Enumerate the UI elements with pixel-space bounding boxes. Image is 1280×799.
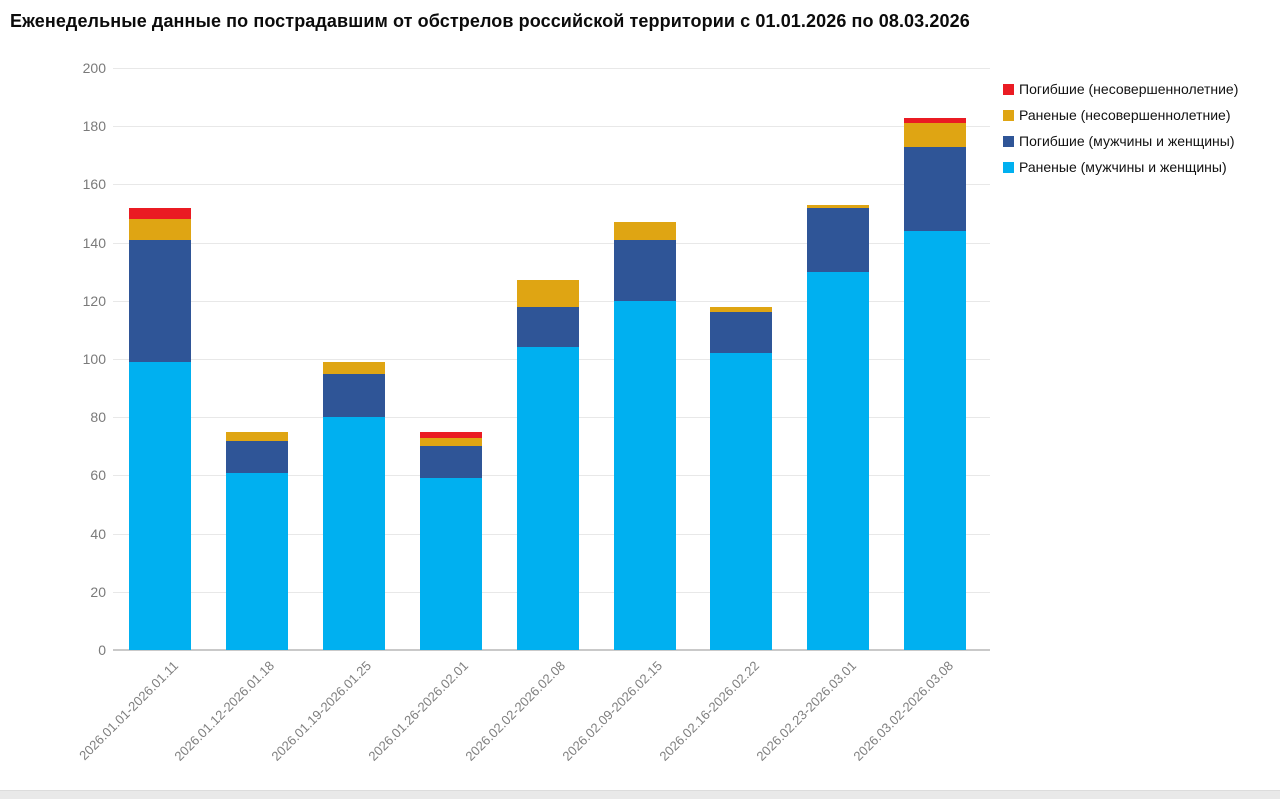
gridline bbox=[113, 184, 990, 186]
bar-segment bbox=[129, 361, 191, 650]
bar-segment bbox=[225, 431, 288, 441]
bar-segment bbox=[129, 239, 191, 362]
bottom-strip bbox=[0, 790, 1280, 799]
bar-segment bbox=[419, 446, 482, 479]
stacked-bar bbox=[613, 222, 676, 650]
y-tick-label: 100 bbox=[82, 351, 106, 367]
bar-segment bbox=[322, 373, 385, 418]
bar-segment bbox=[516, 347, 579, 650]
bar-segment bbox=[129, 219, 191, 240]
bar-segment bbox=[807, 204, 870, 208]
bar-segment bbox=[710, 312, 773, 354]
bar-segment bbox=[807, 271, 870, 650]
y-tick-label: 120 bbox=[82, 292, 106, 309]
stacked-bar bbox=[419, 431, 482, 650]
plot-area: 0 20 40 60 80 100 120 140 160 180 200 bbox=[83, 60, 990, 658]
x-tick-label: 2026.02.02-2026.02.08 bbox=[462, 658, 569, 764]
bar-segment bbox=[516, 306, 579, 348]
bar-segment bbox=[710, 306, 773, 313]
gridline bbox=[113, 68, 990, 69]
bar-segment bbox=[904, 230, 967, 650]
bar-segment bbox=[613, 239, 676, 301]
legend-label: Погибшие (несовершеннолетние) bbox=[1019, 81, 1239, 97]
gridline bbox=[113, 242, 990, 244]
x-tick-label: 2026.01.26-2026.02.01 bbox=[365, 658, 472, 764]
stacked-bar bbox=[516, 280, 579, 650]
bar-segment bbox=[613, 300, 676, 650]
stacked-bar bbox=[225, 431, 288, 650]
bar-segment bbox=[419, 437, 482, 447]
legend-item: Раненые (мужчины и женщины) bbox=[1003, 158, 1238, 176]
bar-segment bbox=[807, 207, 870, 272]
bar-segment bbox=[710, 353, 773, 650]
x-axis-line bbox=[113, 649, 990, 651]
bar-segment bbox=[322, 417, 385, 650]
stacked-bar bbox=[129, 207, 191, 650]
bar-segment bbox=[419, 431, 482, 438]
x-tick-label: 2026.02.09-2026.02.15 bbox=[559, 658, 666, 764]
legend-swatch-icon bbox=[1003, 161, 1014, 173]
legend-swatch-icon bbox=[1003, 109, 1014, 121]
stacked-bar bbox=[710, 306, 773, 650]
legend-label: Раненые (несовершеннолетние) bbox=[1019, 107, 1231, 123]
y-tick-label: 0 bbox=[98, 642, 106, 658]
x-tick-label: 2026.01.12-2026.01.18 bbox=[171, 658, 278, 764]
y-tick-label: 60 bbox=[90, 467, 106, 484]
legend-item: Раненые (несовершеннолетние) bbox=[1003, 106, 1238, 124]
legend-item: Погибшие (мужчины и женщины) bbox=[1003, 132, 1238, 150]
y-tick-label: 180 bbox=[82, 118, 106, 135]
bar-segment bbox=[225, 440, 288, 473]
bar-segment bbox=[904, 123, 967, 147]
bar-segment bbox=[419, 478, 482, 650]
bar-segment bbox=[904, 146, 967, 231]
legend-swatch-icon bbox=[1003, 135, 1014, 147]
bar-segment bbox=[516, 280, 579, 307]
y-tick-label: 40 bbox=[90, 525, 106, 542]
bar-segment bbox=[904, 117, 967, 124]
legend-label: Погибшие (мужчины и женщины) bbox=[1019, 133, 1235, 149]
bar-segment bbox=[322, 361, 385, 374]
x-tick-label: 2026.03.02-2026.03.08 bbox=[850, 658, 956, 764]
bar-segment bbox=[225, 472, 288, 650]
gridline bbox=[113, 126, 990, 128]
y-tick-label: 160 bbox=[82, 176, 106, 193]
stacked-bar bbox=[807, 204, 870, 650]
x-tick-label: 2026.01.01-2026.01.11 bbox=[75, 658, 181, 764]
x-tick-label: 2026.01.19-2026.01.25 bbox=[268, 658, 375, 764]
x-tick-label: 2026.02.23-2026.03.01 bbox=[753, 658, 859, 764]
stacked-bar bbox=[904, 117, 967, 650]
bar-segment bbox=[613, 222, 676, 240]
y-tick-label: 20 bbox=[90, 583, 106, 600]
chart-title: Еженедельные данные по пострадавшим от о… bbox=[10, 11, 970, 31]
legend-swatch-icon bbox=[1003, 83, 1014, 95]
legend: Погибшие (несовершеннолетние) Раненые (не… bbox=[1003, 80, 1238, 184]
x-tick-label: 2026.02.16-2026.02.22 bbox=[656, 658, 763, 764]
stacked-bar bbox=[322, 361, 385, 650]
y-tick-label: 80 bbox=[90, 409, 106, 426]
legend-item: Погибшие (несовершеннолетние) bbox=[1003, 80, 1238, 98]
bar-segment bbox=[129, 207, 191, 220]
y-tick-label: 140 bbox=[82, 234, 106, 251]
y-tick-label: 200 bbox=[82, 60, 106, 76]
legend-label: Раненые (мужчины и женщины) bbox=[1019, 159, 1227, 175]
